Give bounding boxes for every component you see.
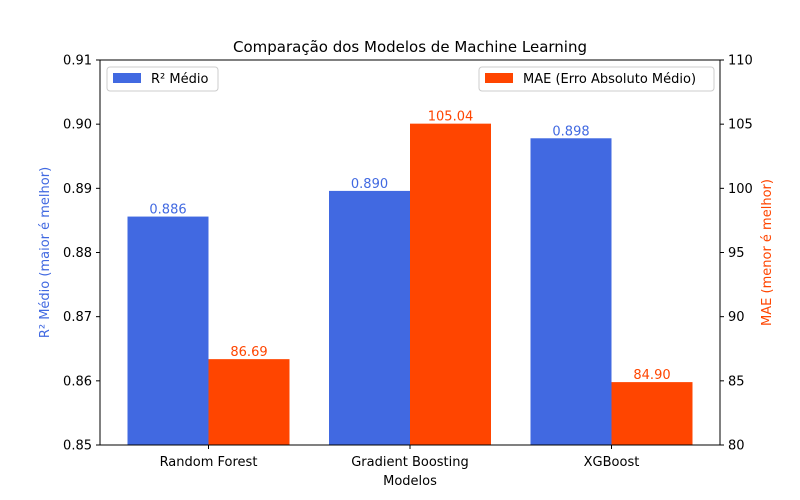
- bar-value-labels: 0.886 86.69 0.890 105.04 0.898 84.90: [149, 110, 670, 383]
- y-tick-label-left: 0.91: [63, 54, 92, 69]
- y-tick-label-right: 85: [728, 374, 745, 389]
- y-axis-left: 0.85 0.86 0.87 0.88 0.89 0.90 0.91: [63, 54, 100, 454]
- legend-left-swatch: [113, 73, 141, 83]
- y-tick-label-right: 105: [728, 118, 753, 133]
- y-tick-label-left: 0.88: [63, 246, 92, 261]
- legend-left-label: R² Médio: [151, 72, 208, 87]
- mae-bar: [611, 382, 693, 445]
- y-tick-label-right: 100: [728, 182, 753, 197]
- x-axis-label: Modelos: [383, 474, 437, 489]
- legend-right-label: MAE (Erro Absoluto Médio): [523, 72, 696, 87]
- r2-bar: [127, 216, 209, 445]
- mae-bar: [410, 123, 491, 446]
- mae-bars: [208, 123, 693, 446]
- mae-bar-label: 84.90: [633, 368, 670, 383]
- chart-title: Comparação dos Modelos de Machine Learni…: [233, 38, 587, 56]
- y-tick-label-right: 80: [728, 439, 745, 454]
- r2-bar: [530, 138, 612, 446]
- y-axis-label-right: MAE (menor é melhor): [760, 179, 775, 326]
- y-axis-right: 80 85 90 95 100 105 110: [720, 54, 753, 454]
- y-tick-label-left: 0.86: [63, 374, 92, 389]
- r2-bar: [329, 190, 410, 445]
- y-tick-label-right: 90: [728, 310, 745, 325]
- y-axis-label-left: R² Médio (maior é melhor): [38, 167, 53, 338]
- legend-left: R² Médio: [106, 66, 219, 92]
- x-tick-label: Gradient Boosting: [351, 455, 469, 470]
- y-tick-label-left: 0.87: [63, 310, 92, 325]
- y-tick-label-left: 0.85: [63, 439, 92, 454]
- legend-right: MAE (Erro Absoluto Médio): [478, 66, 715, 92]
- mae-bar-label: 86.69: [230, 345, 267, 360]
- y-tick-label-right: 95: [728, 246, 745, 261]
- mae-bar-label: 105.04: [428, 110, 474, 125]
- y-tick-label-right: 110: [728, 54, 753, 69]
- x-tick-label: XGBoost: [584, 455, 640, 470]
- x-tick-label: Random Forest: [160, 455, 258, 470]
- mae-bar: [208, 359, 290, 445]
- r2-bar-label: 0.886: [149, 203, 186, 218]
- r2-bars: [127, 138, 612, 446]
- y-tick-label-left: 0.89: [63, 182, 92, 197]
- y-tick-label-left: 0.90: [63, 118, 92, 133]
- legend-right-box: [478, 66, 715, 92]
- r2-bar-label: 0.898: [552, 124, 589, 139]
- legend-right-swatch: [485, 73, 513, 83]
- x-axis: Random Forest Gradient Boosting XGBoost: [160, 445, 640, 470]
- r2-bar-label: 0.890: [351, 177, 388, 192]
